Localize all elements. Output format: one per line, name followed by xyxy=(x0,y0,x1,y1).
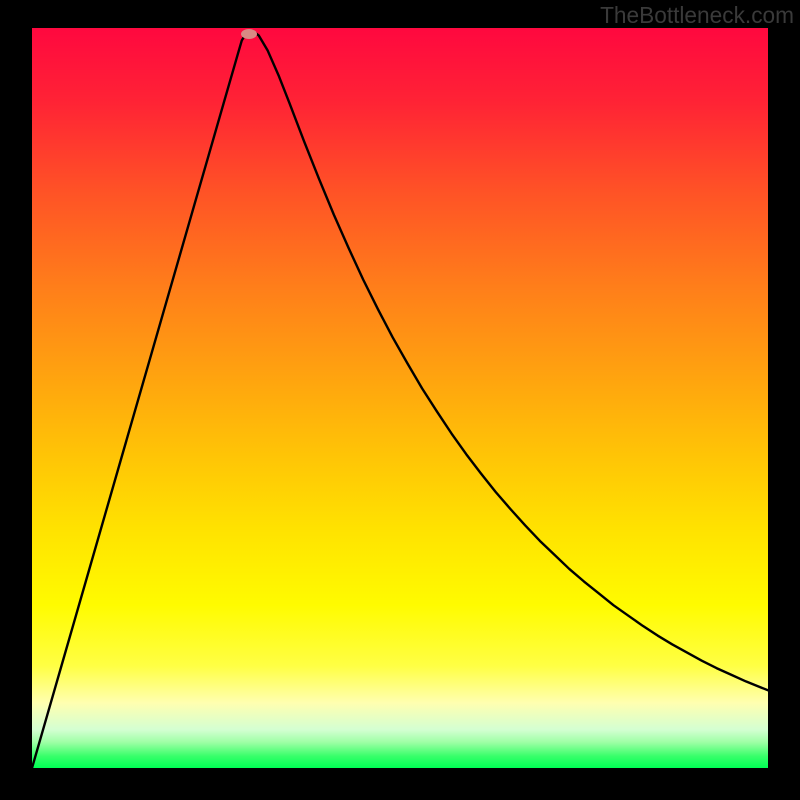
chart-container: TheBottleneck.com xyxy=(0,0,800,800)
plot-area xyxy=(32,28,768,768)
curve-layer xyxy=(32,28,768,768)
minimum-marker xyxy=(241,29,257,39)
watermark-text: TheBottleneck.com xyxy=(600,2,794,29)
bottleneck-curve xyxy=(32,31,768,768)
